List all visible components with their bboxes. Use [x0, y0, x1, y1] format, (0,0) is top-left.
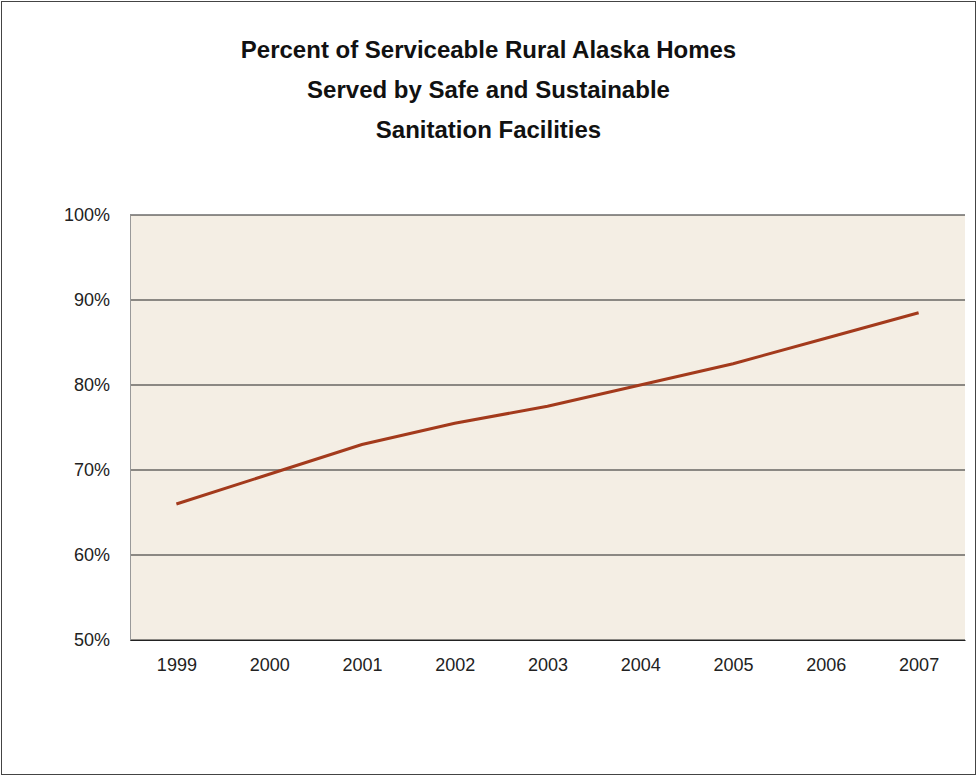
x-tick: 2004	[621, 640, 661, 675]
y-tick-label: 60%	[74, 545, 110, 565]
y-tick: 50%	[74, 630, 130, 650]
x-tick: 2006	[806, 640, 846, 675]
title-line: Sanitation Facilities	[376, 116, 601, 143]
y-tick: 80%	[74, 375, 130, 395]
plot-marks	[176, 313, 918, 504]
y-tick-label: 90%	[74, 290, 110, 310]
x-tick: 2005	[714, 640, 754, 675]
title-line: Served by Safe and Sustainable	[307, 76, 670, 103]
x-tick: 2001	[342, 640, 382, 675]
grid-line	[130, 469, 965, 470]
y-tick-label: 80%	[74, 375, 110, 395]
y-tick-label: 50%	[74, 630, 110, 650]
frame	[2, 2, 976, 775]
y-tick: 70%	[74, 460, 130, 480]
y-axis: 50% 60% 70% 80% 90% 100%	[64, 205, 131, 650]
grid-line	[130, 554, 965, 555]
x-tick-label: 2004	[621, 655, 661, 675]
x-axis: 1999 2000 2001 2002 2003 2004 2005 2006 2007	[131, 640, 966, 675]
x-tick-label: 2003	[528, 655, 568, 675]
x-tick-label: 2006	[806, 655, 846, 675]
title: Percent of Serviceable Rural Alaska Home…	[241, 36, 736, 143]
x-tick: 2000	[250, 640, 290, 675]
grid-line	[130, 639, 965, 640]
y-tick: 100%	[64, 205, 130, 225]
plot-background	[130, 215, 965, 640]
x-tick-label: 2005	[714, 655, 754, 675]
x-tick-label: 2000	[250, 655, 290, 675]
x-axis-line	[131, 640, 966, 641]
chart: Percent of Serviceable Rural Alaska Home…	[0, 0, 977, 776]
grid-line	[130, 214, 965, 215]
x-tick: 2007	[899, 640, 939, 675]
y-tick: 90%	[74, 290, 130, 310]
title-line: Percent of Serviceable Rural Alaska Home…	[241, 36, 736, 63]
x-tick-label: 2007	[899, 655, 939, 675]
grid	[130, 215, 965, 640]
y-axis-line	[130, 216, 131, 641]
x-tick: 2003	[528, 640, 568, 675]
y-tick-label: 70%	[74, 460, 110, 480]
grid-line	[130, 299, 965, 300]
y-tick-label: 100%	[64, 205, 110, 225]
grid-line	[130, 384, 965, 385]
y-tick: 60%	[74, 545, 130, 565]
x-tick-label: 1999	[157, 655, 197, 675]
line	[176, 313, 918, 504]
x-tick: 2002	[435, 640, 475, 675]
x-tick: 1999	[157, 640, 197, 675]
x-tick-label: 2002	[435, 655, 475, 675]
x-tick-label: 2001	[342, 655, 382, 675]
